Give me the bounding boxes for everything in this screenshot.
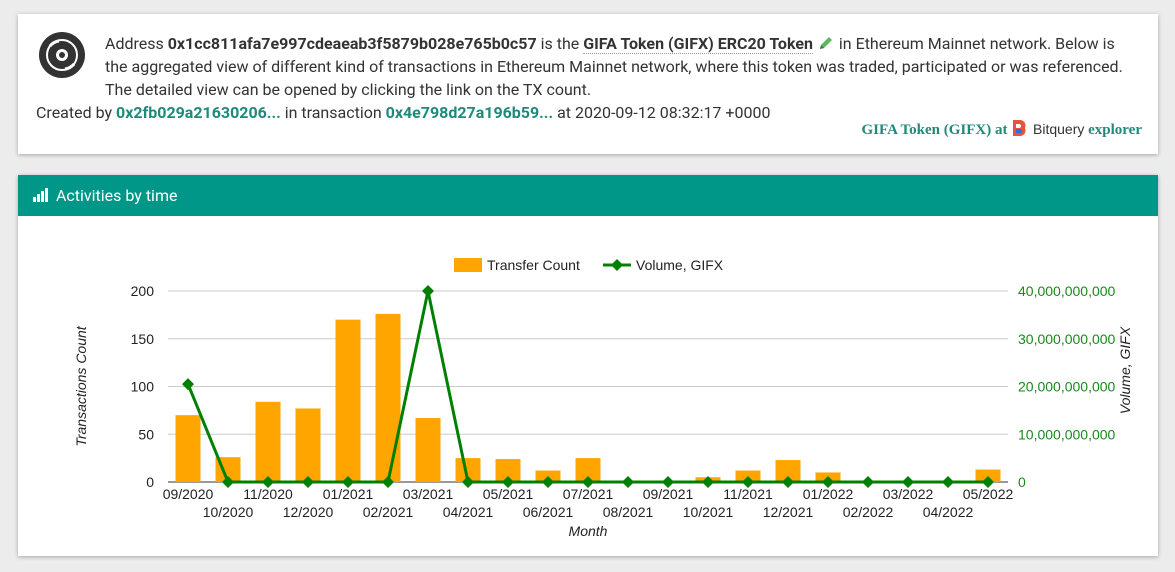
volume-point (942, 476, 954, 488)
volume-point (982, 476, 994, 488)
y-axis-title: Transactions Count (73, 325, 89, 446)
network-text: in Ethereum Mainnet network. Below is (838, 34, 1115, 53)
is-the-text: is the (540, 34, 580, 53)
transfer-count-bar (375, 313, 401, 482)
x-axis-title: Month (569, 523, 608, 539)
volume-point (182, 378, 194, 391)
brand-at: at (995, 122, 1008, 138)
transfer-count-bar (575, 458, 601, 482)
transfer-count-bar (175, 415, 201, 482)
activity-chart: 0 0 50 10,000,000,000 100 20,000,000,000 150 30… (73, 257, 1133, 539)
volume-point (502, 476, 514, 488)
transfer-count-bar (295, 408, 321, 482)
volume-point (582, 476, 594, 488)
created-by-line: Created by 0x2fb029a21630206... in trans… (36, 101, 770, 124)
panel-header: Activities by time (18, 175, 1158, 216)
volume-point (422, 285, 434, 297)
x-tick-label: 04/2021 (443, 504, 494, 520)
legend-swatch-volume-marker (611, 259, 623, 271)
x-tick-label: 01/2022 (803, 486, 854, 502)
transfer-count-bar (775, 460, 801, 482)
address-prefix: Address (105, 34, 164, 53)
transfer-count-bar (415, 418, 441, 482)
activities-panel: Activities by time 0 0 50 10,000,000,000 100… (18, 175, 1158, 556)
edit-pencil-icon[interactable] (817, 34, 835, 52)
x-tick-label: 09/2020 (163, 486, 214, 502)
created-at-text: at 2020-09-12 08:32:17 +0000 (557, 103, 771, 122)
volume-point (622, 476, 634, 488)
y2-tick-label: 10,000,000,000 (1018, 426, 1116, 442)
volume-point (342, 476, 354, 488)
y-tick-label: 150 (131, 331, 155, 347)
brand-name: Bitquery (1033, 121, 1085, 137)
y-tick-label: 0 (146, 474, 154, 490)
x-tick-label: 03/2021 (403, 486, 454, 502)
brand-explorer: explorer (1088, 122, 1142, 138)
x-tick-label: 10/2020 (203, 504, 254, 520)
x-tick-label: 01/2021 (323, 486, 374, 502)
token-name: GIFA Token (GIFX) ERC20 Token (583, 34, 813, 54)
volume-point (302, 476, 314, 488)
x-tick-label: 04/2022 (923, 504, 974, 520)
volume-point (222, 476, 234, 488)
legend-swatch-transfer-count (454, 258, 482, 272)
x-tick-label: 07/2021 (563, 486, 614, 502)
volume-point (382, 476, 394, 488)
volume-point (462, 476, 474, 488)
x-tick-label: 11/2021 (723, 486, 773, 502)
volume-point (542, 476, 554, 488)
description-line-3: The detailed view can be opened by click… (105, 80, 592, 99)
x-tick-label: 09/2021 (643, 486, 694, 502)
volume-point (902, 476, 914, 488)
x-tick-label: 10/2021 (683, 504, 734, 520)
y2-tick-label: 30,000,000,000 (1018, 331, 1116, 347)
legend-label-transfer-count: Transfer Count (487, 257, 580, 273)
transfer-count-bar (495, 459, 521, 482)
x-tick-label: 02/2022 (843, 504, 894, 520)
token-address: 0x1cc811afa7e997cdeaeab3f5879b028e765b0c… (167, 34, 537, 53)
y-tick-label: 50 (138, 426, 154, 442)
in-transaction-label: in transaction (284, 103, 382, 122)
volume-point (742, 476, 754, 488)
creation-tx-link[interactable]: 0x4e798d27a196b59... (385, 103, 554, 122)
volume-point (662, 476, 674, 488)
x-tick-label: 12/2020 (283, 504, 334, 520)
y2-tick-label: 0 (1018, 474, 1026, 490)
token-info-card: Address 0x1cc811afa7e997cdeaeab3f5879b02… (18, 14, 1158, 154)
volume-point (782, 476, 794, 488)
y2-tick-label: 40,000,000,000 (1018, 283, 1116, 299)
y2-axis-title: Volume, GIFX (1117, 326, 1133, 414)
creator-address-link[interactable]: 0x2fb029a21630206... (116, 103, 281, 122)
bitquery-logo-icon (1013, 120, 1026, 136)
brand-token: GIFA Token (GIFX) (861, 122, 992, 138)
explorer-brand-link[interactable]: GIFA Token (GIFX) at Bitquery explorer (862, 118, 1142, 139)
x-tick-label: 02/2021 (363, 504, 414, 520)
y-tick-label: 100 (131, 379, 155, 395)
volume-point (702, 476, 714, 488)
x-tick-label: 08/2021 (603, 504, 654, 520)
volume-point (822, 476, 834, 488)
transfer-count-bar (455, 458, 481, 482)
x-tick-label: 12/2021 (763, 504, 814, 520)
x-tick-label: 06/2021 (523, 504, 574, 520)
created-by-label: Created by (36, 103, 113, 122)
description-line-1: Address 0x1cc811afa7e997cdeaeab3f5879b02… (105, 32, 1115, 55)
y2-tick-label: 20,000,000,000 (1018, 379, 1116, 395)
y-tick-label: 200 (131, 283, 155, 299)
description-line-2: the aggregated view of different kind of… (105, 57, 1123, 76)
transfer-count-bar (975, 469, 1001, 482)
x-tick-label: 05/2022 (963, 486, 1014, 502)
volume-point (262, 476, 274, 488)
legend-label-volume: Volume, GIFX (636, 257, 724, 273)
token-logo-icon (39, 32, 85, 78)
x-tick-label: 11/2020 (243, 486, 293, 502)
transfer-count-bar (335, 319, 361, 482)
x-tick-label: 03/2022 (883, 486, 934, 502)
x-tick-label: 05/2021 (483, 486, 534, 502)
volume-point (862, 476, 874, 488)
bar-chart-icon (33, 188, 48, 202)
transfer-count-bar (255, 401, 281, 482)
panel-title: Activities by time (55, 186, 178, 205)
